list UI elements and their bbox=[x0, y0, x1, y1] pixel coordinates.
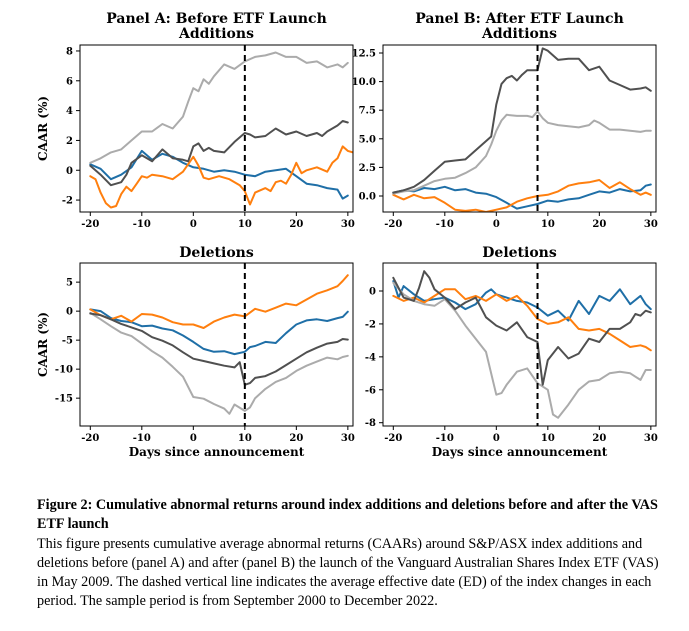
caption-title: Figure 2: Cumulative abnormal returns ar… bbox=[37, 497, 658, 532]
x-tick-label: 10 bbox=[541, 219, 555, 230]
y-tick-label: -5 bbox=[62, 336, 73, 347]
y-tick-label: 0.0 bbox=[359, 191, 376, 202]
x-tick-label: 0 bbox=[493, 433, 500, 444]
x-tick-label: -20 bbox=[81, 433, 99, 444]
x-tick-label: -10 bbox=[133, 433, 151, 444]
x-tick-label: 20 bbox=[592, 219, 606, 230]
series-line-lge bbox=[392, 280, 652, 322]
x-tick-label: -20 bbox=[384, 433, 402, 444]
y-tick-label: 5 bbox=[66, 278, 73, 289]
panel-title: Deletions bbox=[179, 245, 254, 261]
x-tick-label: 20 bbox=[592, 433, 606, 444]
series-group bbox=[392, 47, 652, 212]
x-axis-label: Days since announcement bbox=[129, 445, 305, 459]
y-tick-label: 6 bbox=[66, 76, 73, 87]
series-line-xjo bbox=[89, 51, 349, 164]
y-tick-label: 7.5 bbox=[359, 106, 376, 117]
x-tick-label: -20 bbox=[81, 219, 99, 230]
series-line-xko bbox=[392, 47, 652, 194]
x-axis-label: Days since announcement bbox=[432, 445, 608, 459]
plot-frame bbox=[382, 262, 657, 427]
x-tick-label: 0 bbox=[190, 219, 197, 230]
x-tick-label: -20 bbox=[384, 219, 402, 230]
x-tick-label: 0 bbox=[190, 433, 197, 444]
x-tick-label: -10 bbox=[436, 219, 454, 230]
x-tick-label: 10 bbox=[238, 433, 252, 444]
series-line-xjo bbox=[89, 311, 349, 415]
x-tick-label: 20 bbox=[289, 433, 303, 444]
y-tick-label: -2 bbox=[62, 196, 73, 207]
x-tick-label: 30 bbox=[644, 219, 658, 230]
y-tick-label: 0 bbox=[66, 307, 73, 318]
panel-title: Additions bbox=[178, 26, 254, 42]
x-tick-label: 30 bbox=[644, 433, 658, 444]
series-group bbox=[89, 274, 349, 415]
x-tick-label: 10 bbox=[238, 219, 252, 230]
y-axis-label: CAAR (%) bbox=[36, 96, 50, 161]
y-tick-label: 8 bbox=[66, 46, 73, 57]
series-line-xao bbox=[392, 179, 652, 212]
y-tick-label: 0 bbox=[369, 286, 376, 297]
series-line-xko bbox=[392, 270, 652, 386]
y-tick-label: -15 bbox=[55, 394, 73, 405]
y-tick-label: 5.0 bbox=[359, 134, 376, 145]
y-tick-label: 0 bbox=[66, 166, 73, 177]
y-tick-label: 10.0 bbox=[352, 77, 376, 88]
x-tick-label: 20 bbox=[289, 219, 303, 230]
plot-frame bbox=[382, 44, 657, 213]
panel-title: Panel A: Before ETF Launch bbox=[106, 11, 327, 27]
y-tick-label: 4 bbox=[66, 106, 73, 117]
y-tick-label: 12.5 bbox=[352, 49, 376, 60]
series-line-xjo bbox=[392, 110, 652, 195]
series-line-xao bbox=[392, 288, 652, 352]
series-line-lge bbox=[392, 183, 652, 210]
x-tick-label: 0 bbox=[493, 219, 500, 230]
plot-frame bbox=[79, 44, 354, 213]
y-tick-label: 2.5 bbox=[359, 163, 376, 174]
x-tick-label: -10 bbox=[436, 433, 454, 444]
series-line-lge bbox=[89, 308, 349, 356]
y-tick-label: -2 bbox=[365, 319, 376, 330]
caption-text: This figure presents cumulative average … bbox=[37, 536, 659, 609]
y-tick-label: -4 bbox=[365, 352, 376, 363]
x-tick-label: -10 bbox=[133, 219, 151, 230]
x-tick-label: 10 bbox=[541, 433, 555, 444]
series-line-xko bbox=[89, 120, 349, 187]
panel-title: Deletions bbox=[482, 245, 557, 261]
plot-frame bbox=[79, 262, 354, 427]
series-line-xao bbox=[89, 145, 353, 209]
x-tick-label: 30 bbox=[341, 433, 355, 444]
y-tick-label: -6 bbox=[365, 385, 376, 396]
series-line-lge bbox=[89, 149, 349, 200]
series-line-xao bbox=[89, 274, 349, 329]
figure-caption: Figure 2: Cumulative abnormal returns ar… bbox=[37, 496, 661, 611]
series-line-xjo bbox=[392, 281, 652, 419]
panel-title: Panel B: After ETF Launch bbox=[415, 11, 624, 27]
chart-panel-3: Deletions -20 -10 0 10 20 30 -15 -10 -5 0 5 CAAR (%)… bbox=[36, 245, 355, 459]
series-line-xko bbox=[89, 312, 349, 386]
series-group bbox=[89, 51, 353, 209]
y-tick-label: 2 bbox=[66, 136, 73, 147]
panel-title: Additions bbox=[481, 26, 557, 42]
x-tick-label: 30 bbox=[341, 219, 355, 230]
y-axis-label: CAAR (%) bbox=[36, 312, 50, 377]
y-tick-label: -8 bbox=[365, 418, 376, 429]
series-group bbox=[392, 270, 652, 419]
y-tick-label: -10 bbox=[55, 365, 73, 376]
